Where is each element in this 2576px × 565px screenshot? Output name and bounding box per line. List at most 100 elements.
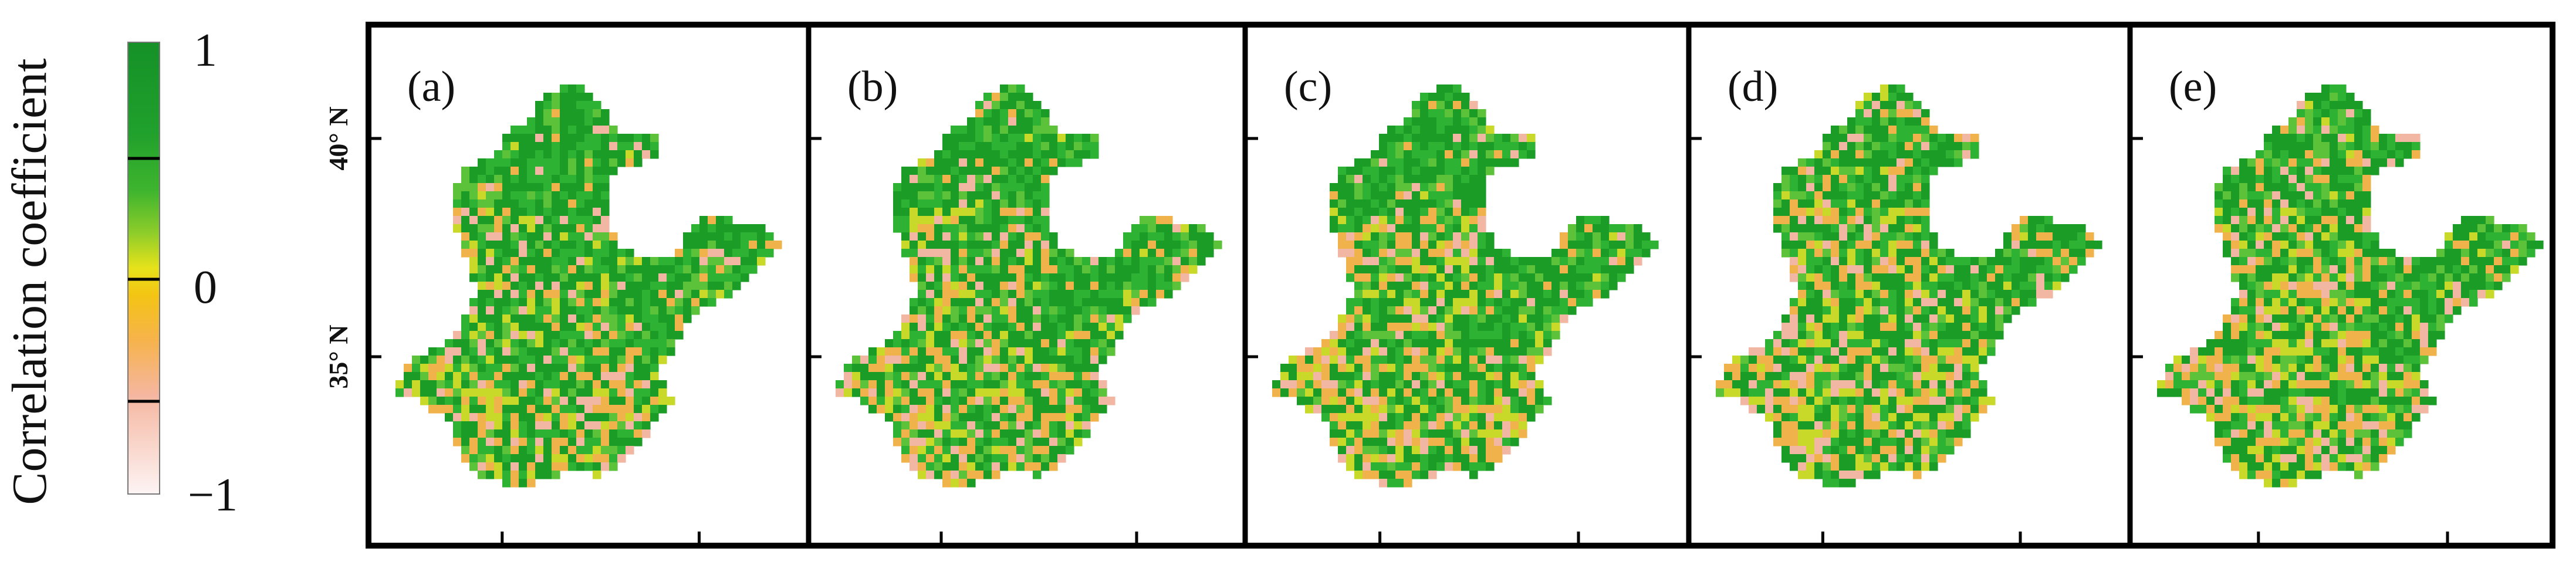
map-cell	[967, 224, 976, 233]
map-cell	[975, 347, 984, 356]
map-cell	[1041, 290, 1050, 299]
map-cell	[1379, 191, 1388, 200]
map-cell	[1921, 158, 1930, 167]
map-cell	[2239, 249, 2248, 258]
map-cell	[1823, 454, 1831, 463]
map-cell	[1486, 323, 1495, 331]
map-cell	[650, 265, 659, 274]
map-cell	[560, 117, 569, 126]
map-cell	[1025, 282, 1033, 290]
map-cell	[1486, 331, 1495, 340]
map-cell	[1330, 339, 1338, 348]
map-cell	[2330, 175, 2338, 184]
map-cell	[576, 183, 585, 192]
map-cell	[1478, 117, 1486, 126]
map-cell	[535, 290, 544, 299]
map-cell	[1025, 388, 1033, 397]
map-cell	[486, 167, 495, 175]
map-cell	[552, 462, 560, 471]
map-cell	[1363, 249, 1371, 258]
map-cell	[486, 265, 495, 274]
map-cell	[2321, 93, 2330, 102]
map-cell	[918, 306, 927, 315]
map-cell	[2313, 167, 2322, 175]
map-cell	[1478, 462, 1486, 471]
map-cell	[1535, 405, 1544, 414]
map-cell	[1363, 339, 1371, 348]
map-cell	[1428, 109, 1437, 118]
map-cell	[1346, 232, 1355, 241]
map-cell	[1510, 372, 1519, 381]
map-cell	[1057, 380, 1066, 389]
map-cell	[926, 339, 935, 348]
map-cell	[1041, 150, 1050, 159]
map-cell	[1436, 134, 1445, 143]
map-cell	[1831, 331, 1840, 340]
map-cell	[1469, 471, 1478, 479]
map-cell	[885, 397, 894, 405]
map-cell	[992, 413, 1000, 422]
map-cell	[1494, 273, 1503, 282]
map-cell	[494, 298, 503, 307]
map-cell	[934, 183, 943, 192]
map-cell	[1469, 241, 1478, 249]
map-cell	[1921, 364, 1930, 373]
map-cell	[535, 323, 544, 331]
map-cell	[868, 388, 877, 397]
map-cell	[2330, 134, 2338, 143]
map-cell	[2247, 158, 2256, 167]
map-cell	[1354, 265, 1363, 274]
map-cell	[502, 380, 511, 389]
map-cell	[1354, 454, 1363, 463]
map-cell	[1872, 109, 1881, 118]
map-cell	[1098, 339, 1107, 348]
map-cell	[1543, 331, 1552, 340]
map-cell	[1346, 175, 1355, 184]
map-cell	[543, 241, 552, 249]
map-cell	[502, 150, 511, 159]
map-cell	[502, 306, 511, 315]
map-cell	[918, 199, 927, 208]
map-cell	[535, 306, 544, 315]
map-cell	[1781, 347, 1790, 356]
map-cell	[552, 232, 560, 241]
map-cell	[478, 290, 486, 299]
map-cell	[593, 331, 601, 340]
map-cell	[412, 388, 421, 397]
map-cell	[1371, 429, 1380, 438]
map-cell	[1527, 265, 1536, 274]
map-cell	[1395, 224, 1404, 233]
map-cell	[634, 306, 643, 315]
map-cell	[1049, 290, 1058, 299]
map-cell	[1453, 454, 1462, 463]
map-cell	[1946, 397, 1955, 405]
map-cell	[983, 372, 992, 381]
map-cell	[511, 142, 519, 151]
map-cell	[1970, 380, 1979, 389]
map-cell	[918, 298, 927, 307]
map-cell	[560, 167, 569, 175]
map-cell	[1757, 380, 1766, 389]
map-cell	[1872, 199, 1881, 208]
map-cell	[609, 364, 618, 373]
map-cell	[1049, 249, 1058, 258]
map-cell	[2371, 249, 2379, 258]
map-cell	[1502, 356, 1511, 364]
map-cell	[1987, 397, 1996, 405]
map-cell	[1338, 167, 1347, 175]
map-cell	[724, 249, 733, 258]
map-cell	[691, 306, 700, 315]
map-cell	[967, 356, 976, 364]
map-cell	[2288, 150, 2297, 159]
map-cell	[560, 208, 569, 216]
map-cell	[552, 347, 560, 356]
map-cell	[1798, 454, 1807, 463]
map-cell	[453, 224, 462, 233]
map-cell	[1486, 421, 1495, 430]
map-cell	[1888, 93, 1897, 102]
map-cell	[1855, 413, 1864, 422]
map-cell	[1289, 388, 1297, 397]
map-cell	[1486, 314, 1495, 323]
map-cell	[1781, 232, 1790, 241]
map-cell	[2486, 241, 2494, 249]
